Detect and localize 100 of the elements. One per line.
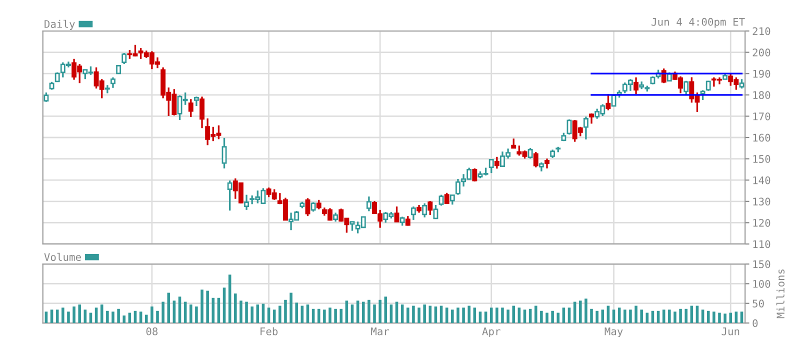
bar	[606, 306, 610, 324]
bar	[584, 298, 588, 324]
bar	[445, 308, 448, 324]
y-tick-label: 190	[753, 70, 770, 78]
candlestick	[444, 192, 450, 205]
bar	[712, 312, 716, 324]
bar	[490, 308, 493, 324]
bar	[156, 310, 159, 324]
bar	[506, 310, 510, 324]
bar	[62, 308, 64, 324]
bar	[189, 304, 192, 324]
bar	[662, 310, 666, 324]
bar	[112, 312, 114, 324]
bar	[306, 304, 310, 324]
x-tick-label: 08	[146, 327, 158, 336]
bar	[440, 306, 443, 324]
candlestick	[110, 76, 116, 89]
bar	[596, 310, 598, 324]
bar	[178, 296, 182, 324]
bar	[56, 310, 59, 324]
bar	[724, 314, 726, 324]
candlestick	[566, 118, 572, 136]
candlestick	[511, 138, 516, 149]
candlestick	[606, 93, 611, 112]
bar	[612, 310, 616, 324]
y-tick-label: 150	[753, 260, 770, 268]
bar	[629, 310, 632, 324]
candlestick	[122, 52, 127, 65]
bar	[356, 300, 360, 324]
bar	[94, 308, 98, 324]
bar	[428, 306, 432, 324]
bar	[412, 306, 415, 324]
bar	[122, 316, 126, 324]
y-tick-label: 110	[753, 240, 770, 248]
candlestick	[350, 220, 355, 232]
bar	[473, 308, 476, 324]
bar	[295, 302, 298, 324]
bar	[706, 310, 710, 324]
y-tick-label: 200	[752, 48, 770, 56]
bar	[262, 304, 265, 324]
bar	[284, 300, 287, 324]
bar	[423, 304, 426, 324]
bar	[240, 300, 242, 324]
x-tick-label: May	[604, 328, 623, 337]
bar	[540, 310, 543, 324]
bar	[162, 302, 164, 324]
candlestick	[316, 199, 322, 210]
candlestick	[533, 151, 538, 168]
candlestick	[410, 206, 416, 221]
bar	[734, 312, 738, 324]
candlestick	[44, 92, 49, 103]
candlestick	[661, 68, 666, 84]
candlestick	[700, 89, 706, 101]
candlestick	[244, 194, 250, 211]
candlestick	[528, 147, 533, 160]
candlestick	[200, 96, 204, 129]
bar	[228, 274, 232, 324]
candlestick	[222, 137, 227, 170]
bar	[100, 304, 104, 324]
bar	[256, 304, 260, 324]
x-tick-label: Mar	[371, 328, 390, 336]
bar	[84, 310, 87, 324]
y-tick-label: 140	[753, 176, 770, 184]
y-tick-label: 120	[753, 218, 770, 227]
bar	[696, 306, 699, 324]
bar	[200, 290, 204, 324]
bar	[512, 306, 516, 324]
bar	[167, 292, 170, 324]
bar	[67, 312, 70, 324]
bar	[50, 310, 54, 324]
y-tick-label: 100	[753, 280, 770, 288]
y-tick-label: 130	[753, 198, 770, 206]
bar	[234, 294, 237, 324]
candlestick	[472, 168, 478, 182]
bar	[267, 308, 270, 324]
bar	[729, 312, 732, 324]
bar	[590, 308, 593, 324]
bar	[462, 308, 465, 324]
bar	[668, 310, 671, 324]
candlestick	[450, 194, 455, 206]
bar	[496, 308, 498, 324]
candlestick	[666, 71, 672, 82]
bar	[72, 306, 76, 324]
bar	[222, 288, 226, 324]
bar	[484, 312, 488, 324]
bar	[350, 304, 354, 324]
bar	[546, 312, 548, 324]
y-tick-label: 160	[753, 134, 770, 142]
candlestick	[394, 206, 400, 222]
candlestick	[494, 156, 500, 170]
candlestick	[583, 116, 588, 140]
bar	[400, 304, 404, 324]
bar	[245, 302, 248, 324]
bar	[562, 308, 566, 324]
bar	[534, 306, 538, 324]
bar	[578, 300, 582, 324]
bar	[278, 306, 282, 324]
bar	[150, 306, 154, 324]
bar	[290, 292, 292, 324]
bar	[568, 308, 571, 324]
